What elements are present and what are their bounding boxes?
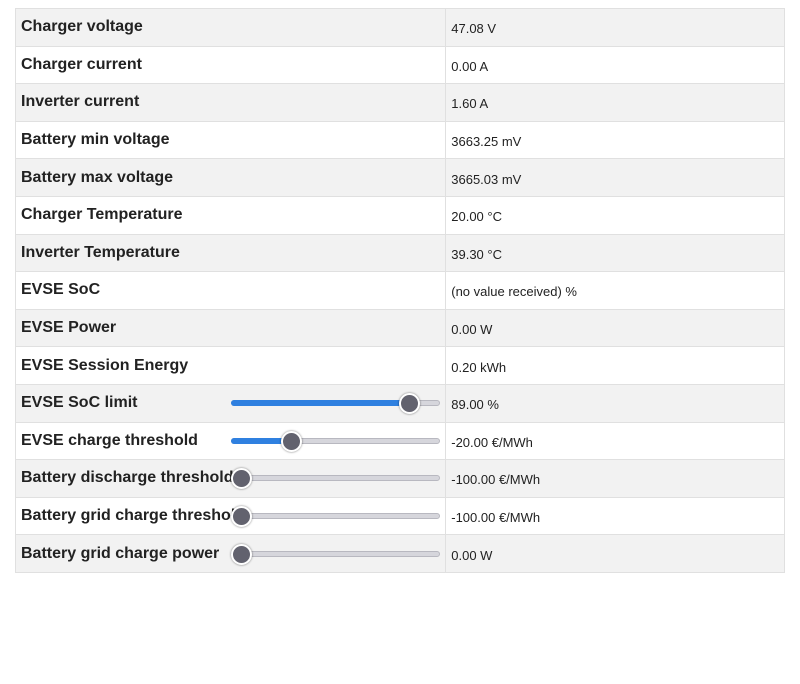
row-value: 0.00 A — [445, 45, 785, 85]
value-slider[interactable] — [230, 468, 441, 490]
row-value: 89.00 % — [445, 383, 785, 423]
table-row: Inverter Temperature 39.30 °C — [14, 233, 785, 273]
row-label: EVSE charge threshold — [14, 421, 231, 461]
table-row: Charger Temperature 20.00 °C — [14, 195, 785, 235]
row-label: EVSE Power — [14, 308, 446, 348]
table-row: Battery min voltage 3663.25 mV — [14, 120, 785, 160]
row-value: 3663.25 mV — [445, 120, 785, 160]
slider-cell — [230, 459, 447, 498]
table-row: EVSE Power 0.00 W — [14, 308, 785, 348]
slider-track[interactable] — [230, 513, 441, 520]
row-value: 1.60 A — [445, 83, 785, 122]
row-label: EVSE SoC limit — [14, 383, 231, 423]
table-row: EVSE SoC limit 89.00 % — [14, 383, 785, 423]
value-slider[interactable] — [230, 393, 441, 415]
value-slider[interactable] — [230, 543, 441, 565]
slider-thumb[interactable] — [230, 468, 252, 490]
slider-cell — [230, 421, 447, 461]
table-row: Battery discharge threshold -100.00 €/MW… — [14, 459, 785, 498]
table-row: EVSE SoC (no value received) % — [14, 271, 785, 310]
table-row: EVSE charge threshold -20.00 €/MWh — [14, 421, 785, 461]
row-value: 47.08 V — [445, 8, 785, 47]
row-label: Battery grid charge threshold — [14, 496, 245, 536]
row-label: Charger current — [14, 45, 446, 85]
row-label: Battery max voltage — [14, 158, 446, 197]
table-row: Battery max voltage 3665.03 mV — [14, 158, 785, 197]
slider-track[interactable] — [230, 550, 441, 557]
row-value: (no value received) % — [445, 271, 785, 310]
row-label: Battery grid charge power — [14, 534, 231, 573]
row-value: -100.00 €/MWh — [445, 496, 785, 536]
row-value: 3665.03 mV — [445, 158, 785, 197]
row-label: Battery min voltage — [14, 120, 446, 160]
slider-cell — [230, 534, 447, 573]
row-value: 0.00 W — [445, 308, 785, 348]
slider-cell — [230, 496, 447, 536]
slider-cell — [230, 383, 447, 423]
table-row: Battery grid charge threshold -100.00 €/… — [14, 496, 785, 536]
table-row: EVSE Session Energy 0.20 kWh — [14, 346, 785, 385]
row-value: 20.00 °C — [445, 195, 785, 235]
row-label: Charger voltage — [14, 8, 446, 47]
row-label: EVSE SoC — [14, 271, 446, 310]
table-row: Inverter current 1.60 A — [14, 83, 785, 122]
row-value: -100.00 €/MWh — [445, 459, 785, 498]
slider-thumb[interactable] — [230, 543, 252, 565]
row-label: Inverter current — [14, 83, 446, 122]
row-label: Charger Temperature — [14, 195, 446, 235]
row-label: EVSE Session Energy — [14, 346, 446, 385]
table-row: Charger voltage 47.08 V — [14, 8, 785, 47]
status-table: Charger voltage 47.08 V Charger current 0.0… — [14, 8, 785, 573]
slider-thumb[interactable] — [398, 393, 420, 415]
slider-thumb[interactable] — [230, 506, 252, 528]
row-value: 0.00 W — [445, 534, 785, 573]
row-value: -20.00 €/MWh — [445, 421, 785, 461]
table-row: Charger current 0.00 A — [14, 45, 785, 85]
row-value: 0.20 kWh — [445, 346, 785, 385]
row-label: Battery discharge threshold — [14, 459, 234, 498]
row-value: 39.30 °C — [445, 233, 785, 273]
row-label: Inverter Temperature — [14, 233, 446, 273]
slider-fill — [230, 437, 291, 444]
slider-thumb[interactable] — [280, 430, 302, 452]
value-slider[interactable] — [230, 506, 441, 528]
slider-fill — [230, 400, 409, 407]
table-row: Battery grid charge power 0.00 W — [14, 534, 785, 573]
value-slider[interactable] — [230, 430, 441, 452]
slider-track[interactable] — [230, 475, 441, 482]
